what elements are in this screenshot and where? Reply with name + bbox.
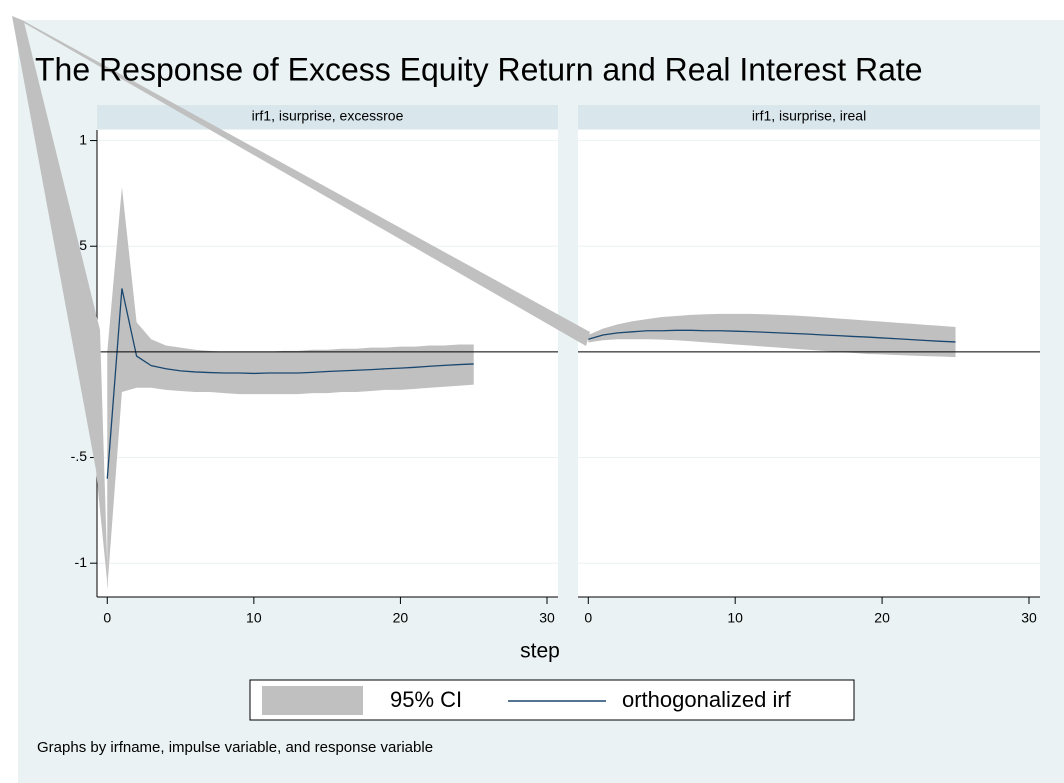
irf-line [106, 288, 474, 479]
artifact [12, 16, 590, 346]
x-tick-label: 30 [1021, 610, 1037, 626]
x-tick-label: 10 [246, 610, 262, 626]
x-tick-label: 20 [393, 610, 409, 626]
y-tick-label: .5 [75, 237, 87, 253]
legend-swatch [262, 686, 363, 715]
y-tick-label: 1 [79, 131, 87, 147]
panel-title: irf1, isurprise, ireal [752, 108, 866, 124]
y-tick-label: -1 [75, 554, 88, 570]
x-tick-label: 30 [539, 610, 555, 626]
legend-label: 95% CI [390, 687, 462, 712]
ci-band [588, 313, 956, 358]
y-tick-label: -.5 [71, 448, 88, 464]
x-axis-label: step [520, 640, 560, 663]
plot-area [578, 130, 1040, 597]
x-tick-label: 0 [103, 610, 111, 626]
x-tick-label: 20 [874, 610, 890, 626]
panel-title: irf1, isurprise, excessroe [252, 108, 404, 124]
irf-line [588, 329, 956, 343]
artifact [12, 16, 108, 590]
plots: irf1, isurprise, excessroe-1-.50.5101020… [71, 105, 1040, 626]
note: Graphs by irfname, impulse variable, and… [37, 739, 433, 756]
x-tick-label: 10 [727, 610, 743, 626]
legend-label: orthogonalized irf [622, 687, 792, 712]
x-tick-label: 0 [584, 610, 592, 626]
ci-band [107, 187, 474, 589]
panel-header [578, 105, 1040, 129]
chart-title: The Response of Excess Equity Return and… [35, 51, 923, 87]
